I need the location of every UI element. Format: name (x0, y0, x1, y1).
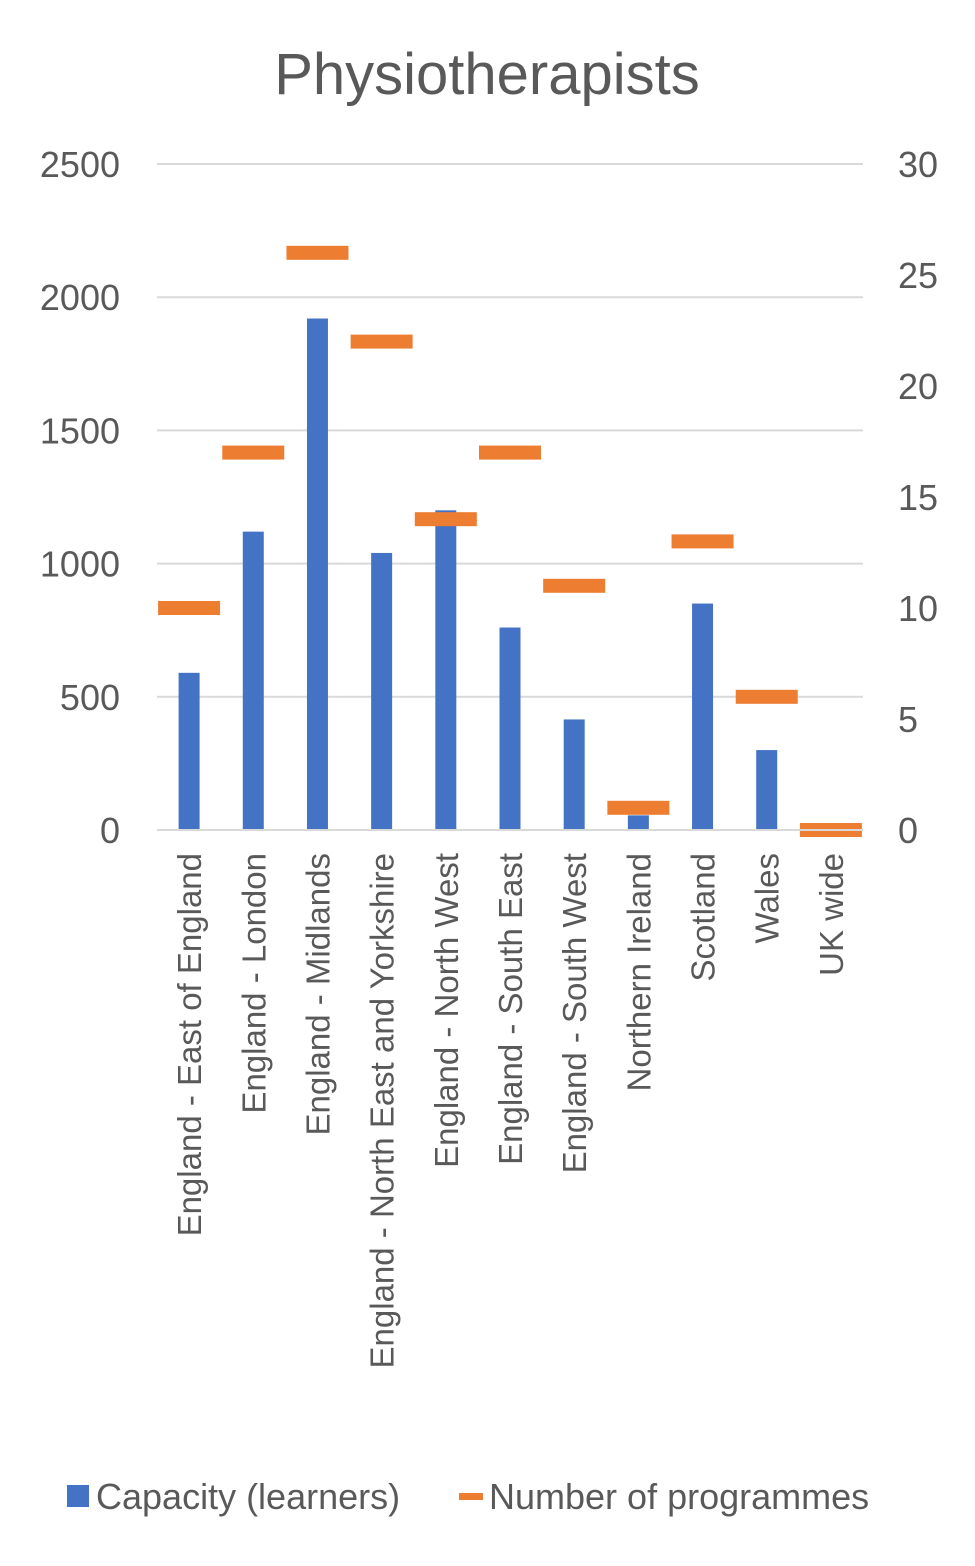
marker (543, 578, 606, 593)
legend-swatch (459, 1493, 483, 1500)
x-tick-label: England - North West (428, 853, 465, 1168)
marker (671, 534, 734, 549)
y-right-tick-label: 0 (898, 810, 918, 851)
x-tick-label: England - South East (492, 853, 529, 1165)
bar (756, 750, 778, 830)
x-tick-label: England - North East and Yorkshire (364, 853, 401, 1368)
x-tick-label: UK wide (813, 853, 850, 976)
legend-label: Capacity (learners) (96, 1476, 400, 1517)
y-left-tick-label: 2000 (40, 277, 120, 318)
legend-swatch (67, 1485, 89, 1507)
bar (692, 603, 714, 830)
y-left-tick-label: 1500 (40, 410, 120, 451)
marker (414, 512, 477, 527)
y-right-tick-label: 30 (898, 144, 938, 185)
bar (627, 815, 649, 830)
x-tick-label: England - Midlands (299, 853, 336, 1136)
bar (499, 627, 521, 830)
x-tick-label: Northern Ireland (620, 853, 657, 1091)
marker (479, 445, 541, 460)
chart-title: Physiotherapists (274, 42, 700, 107)
x-tick-label: Wales (749, 853, 786, 943)
y-right-tick-label: 25 (898, 255, 938, 296)
y-right-tick-label: 20 (898, 366, 938, 407)
marker (158, 601, 221, 615)
bar (563, 719, 585, 830)
x-tick-label: England - East of England (171, 853, 208, 1236)
axes: 0 500 1000 1500 2000 2500 0 5 10 15 20 25 30 England … (40, 144, 938, 1368)
marker (222, 445, 285, 460)
marker (735, 689, 798, 704)
legend-label: Number of programmes (489, 1476, 869, 1517)
y-left-tick-label: 500 (60, 677, 120, 718)
bar (306, 318, 328, 830)
marker-series (158, 245, 862, 837)
x-tick-label: Scotland (685, 853, 722, 981)
bar (435, 510, 457, 830)
bar (242, 531, 264, 830)
y-left-tick-label: 0 (100, 810, 120, 851)
bar (178, 672, 200, 830)
y-left-tick-label: 2500 (40, 144, 120, 185)
marker (286, 245, 349, 260)
y-left-tick-label: 1000 (40, 544, 120, 585)
y-right-tick-label: 10 (898, 588, 938, 629)
marker (607, 800, 670, 815)
y-right-tick-label: 15 (898, 477, 938, 518)
x-tick-label: England - South West (556, 853, 593, 1173)
bar (371, 552, 393, 830)
y-right-tick-label: 5 (898, 699, 918, 740)
bar-series (178, 318, 778, 830)
legend: Capacity (learners) Number of programmes (67, 1476, 869, 1517)
x-tick-label: England - London (235, 853, 272, 1114)
marker (350, 334, 413, 349)
